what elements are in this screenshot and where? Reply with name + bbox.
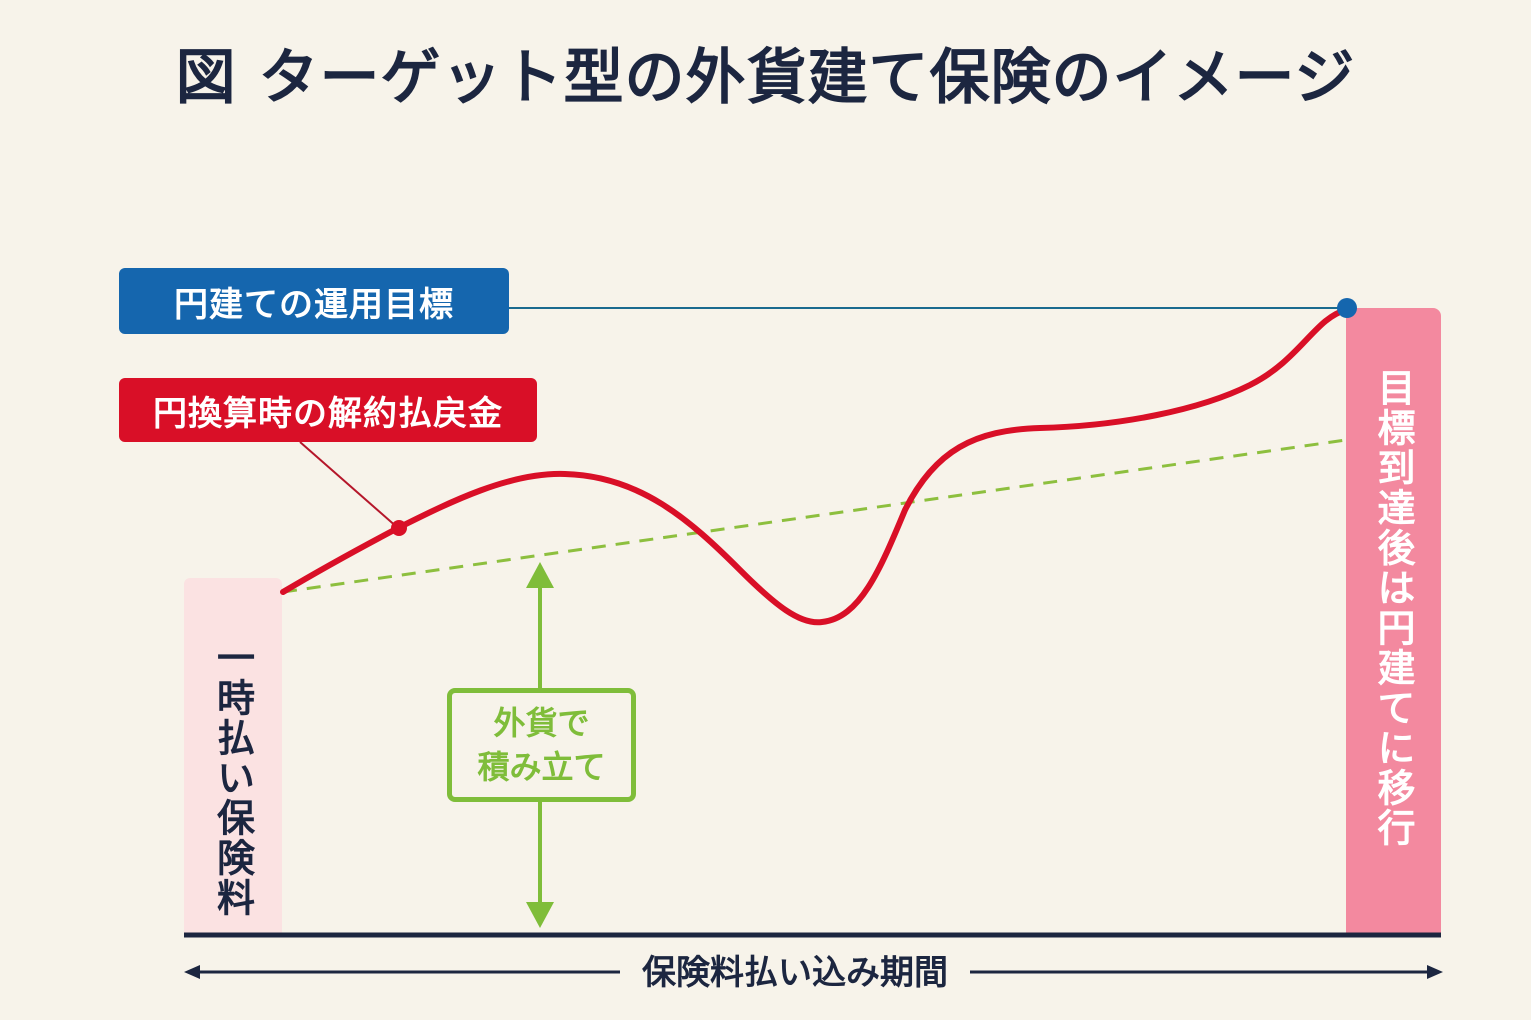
target-marker — [1337, 298, 1357, 318]
arrow-left-icon — [184, 965, 200, 979]
surrender-value-label: 円換算時の解約払戻金 — [119, 378, 537, 442]
arrow-down-icon — [526, 902, 554, 928]
payment-period-label: 保険料払い込み期間 — [620, 948, 970, 998]
yen-target-label: 円建ての運用目標 — [119, 268, 509, 334]
lump-sum-premium-column: 一時払い保険料 — [184, 578, 282, 934]
arrow-right-icon — [1427, 965, 1443, 979]
foreign-accumulation-box: 外貨で 積み立て — [447, 688, 636, 802]
leader-line — [299, 441, 399, 529]
foreign-accumulation-line2: 積み立て — [477, 748, 606, 786]
surrender-value-marker — [391, 520, 407, 536]
arrow-up-icon — [526, 562, 554, 588]
accumulation-dashed-line — [282, 438, 1347, 594]
page-title: 図 ターゲット型の外貨建て保険のイメージ — [175, 43, 1356, 113]
after-target-column: 目標到達後は円建てに移行 — [1346, 308, 1441, 934]
foreign-accumulation-line1: 外貨で — [493, 704, 590, 742]
surrender-value-curve — [280, 307, 1349, 626]
after-target-label: 目標到達後は円建てに移行 — [1371, 368, 1415, 848]
lump-sum-premium-label: 一時払い保険料 — [210, 638, 255, 918]
